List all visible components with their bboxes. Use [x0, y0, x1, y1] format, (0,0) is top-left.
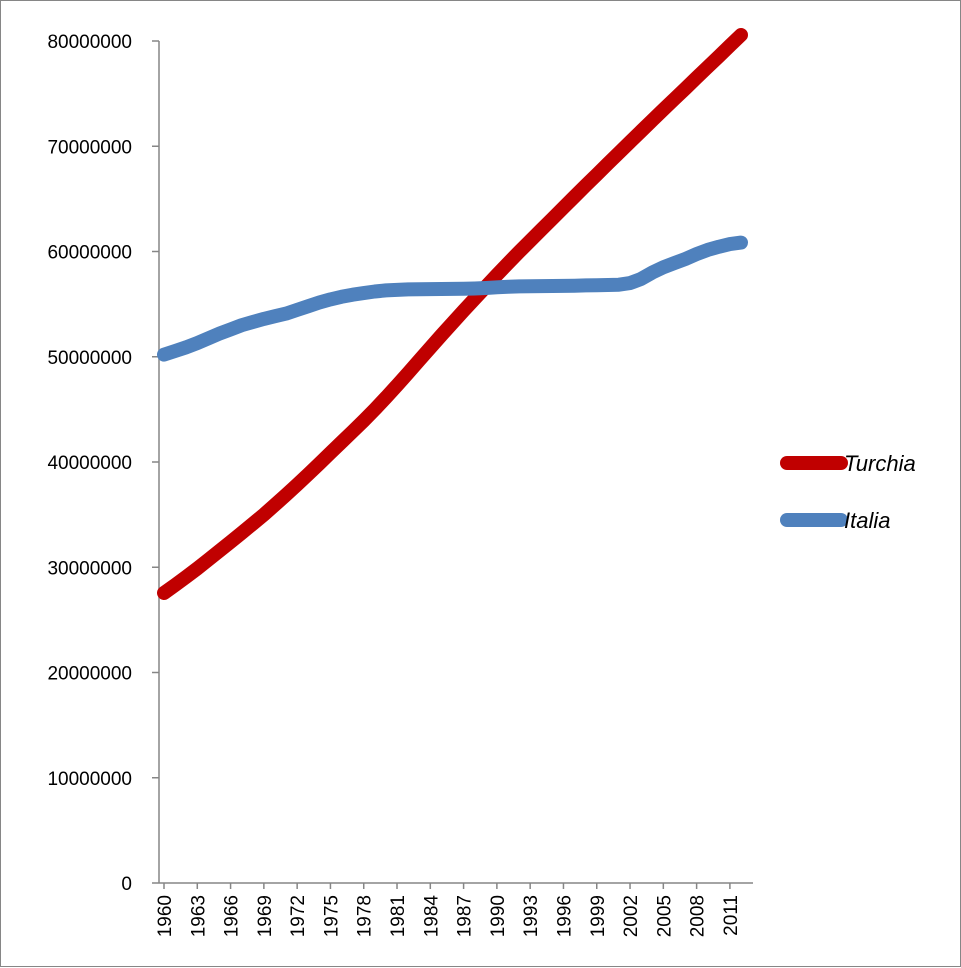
x-tick-label: 1990	[488, 895, 509, 937]
series-lines	[157, 28, 748, 600]
y-tick-label: 70000000	[47, 137, 132, 158]
x-tick-label: 1972	[288, 895, 309, 937]
x-tick-label: 1999	[588, 895, 609, 937]
x-tick-label: 1978	[355, 895, 376, 937]
x-tick-label: 2002	[621, 895, 642, 937]
x-tick-label: 1996	[554, 895, 575, 937]
legend: Turchia Italia	[780, 451, 916, 533]
legend-label-italia: Italia	[844, 508, 890, 533]
legend-label-turchia: Turchia	[844, 451, 916, 476]
y-tick-label: 60000000	[47, 243, 132, 264]
x-tick-label: 1975	[321, 895, 342, 937]
y-tick-label: 80000000	[47, 32, 132, 53]
y-tick-label: 10000000	[47, 769, 132, 790]
y-tick-label: 40000000	[47, 453, 132, 474]
x-tick-label: 1993	[521, 895, 542, 937]
x-tick-label: 1960	[155, 895, 176, 937]
series-line-italia	[157, 235, 748, 362]
x-tick-label: 1969	[255, 895, 276, 937]
x-tick-label: 1981	[388, 895, 409, 937]
series-line-turchia	[157, 28, 748, 600]
y-tick-label: 20000000	[47, 664, 132, 685]
x-tick-label: 1987	[455, 895, 476, 937]
y-axis: 0 10000000 20000000 30000000 40000000 5000000…	[47, 32, 160, 895]
x-axis: 1960 1963 1966 1969 1972 1975 1978 1981 1984 1987…	[155, 882, 753, 938]
x-tick-label: 1963	[188, 895, 209, 937]
x-tick-label: 2005	[654, 895, 675, 937]
x-tick-label: 2011	[721, 895, 742, 936]
y-tick-label: 30000000	[47, 558, 132, 579]
x-tick-label: 2008	[688, 895, 709, 937]
x-tick-label: 1966	[222, 895, 243, 937]
x-tick-label: 1984	[421, 895, 442, 938]
y-tick-label: 50000000	[47, 348, 132, 369]
y-tick-label: 0	[121, 874, 132, 895]
